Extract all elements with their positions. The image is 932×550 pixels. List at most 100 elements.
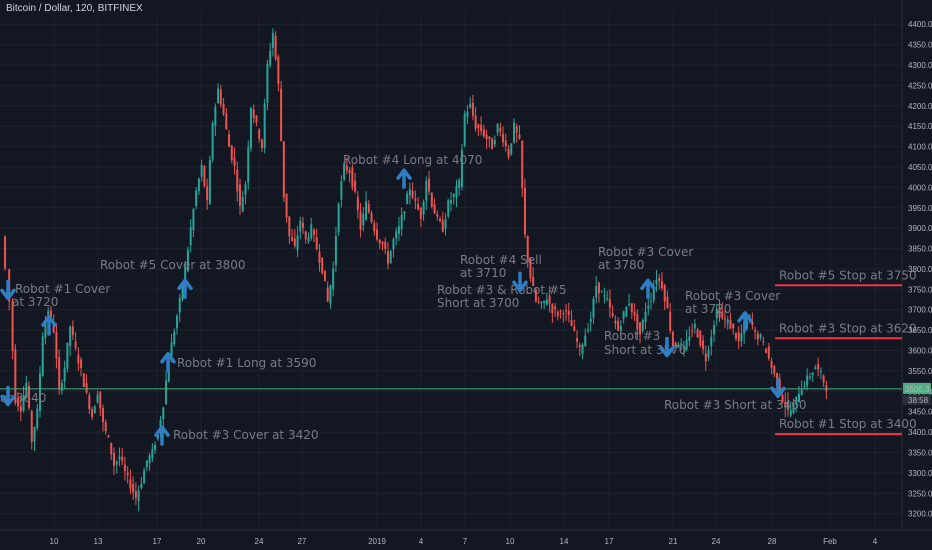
- annotation-text: Robot #3 Cover at 3420: [173, 428, 319, 442]
- candle-up: [186, 249, 189, 271]
- candle-down: [532, 277, 535, 287]
- candle-down: [49, 310, 52, 318]
- candle-up: [800, 389, 803, 396]
- candle-down: [99, 391, 102, 409]
- candle-up: [334, 235, 337, 266]
- candle-up: [41, 336, 44, 376]
- stop-label: Robot #1 Stop at 3400: [779, 417, 917, 431]
- candle-up: [365, 201, 368, 220]
- candle-up: [581, 344, 584, 355]
- arrow-down-icon: [512, 271, 528, 293]
- candle-down: [787, 401, 790, 410]
- candle-down: [58, 357, 61, 389]
- candle-down: [439, 218, 442, 222]
- candle-up: [543, 300, 546, 303]
- annotation-text: at 3720: [685, 302, 731, 316]
- candle-down: [636, 314, 639, 330]
- candle-up: [249, 107, 252, 149]
- candle-up: [595, 285, 598, 298]
- candle-down: [85, 382, 88, 393]
- candle-down: [384, 241, 387, 249]
- candle-down: [348, 169, 351, 174]
- candle-down: [206, 186, 209, 201]
- y-tick-label: 3950.0: [908, 204, 932, 213]
- y-tick-label: 3450.0: [908, 408, 932, 417]
- candle-down: [671, 332, 674, 348]
- candle-up: [247, 147, 250, 183]
- candle-up: [38, 373, 41, 411]
- candle-up: [606, 298, 609, 300]
- candle-down: [71, 326, 74, 336]
- candle-up: [408, 189, 411, 196]
- candle-up: [641, 319, 644, 331]
- x-tick-label: 4: [873, 537, 878, 546]
- candle-down: [556, 312, 559, 317]
- candle-down: [754, 329, 757, 332]
- candle-up: [340, 181, 343, 200]
- arrow-up-icon: [737, 311, 753, 332]
- candle-up: [140, 483, 143, 488]
- candle-up: [493, 140, 496, 145]
- annotation-text: Robot #5 Cover at 3800: [100, 258, 246, 272]
- candle-down: [781, 394, 784, 402]
- candle-up: [458, 179, 461, 188]
- candle-up: [25, 382, 28, 397]
- candle-down: [285, 193, 288, 218]
- candle-down: [258, 129, 261, 140]
- candle-down: [534, 290, 537, 302]
- candle-down: [222, 103, 225, 114]
- candle-down: [491, 138, 494, 150]
- candle-down: [691, 330, 694, 332]
- x-tick-label: Feb: [823, 537, 837, 546]
- candle-down: [485, 134, 488, 140]
- candle-up: [337, 203, 340, 233]
- candle-down: [17, 398, 20, 407]
- candle-up: [66, 342, 69, 369]
- x-tick-label: 20: [197, 537, 206, 546]
- annotation-text: Robot #1 Cover: [15, 282, 110, 296]
- candle-down: [230, 145, 233, 161]
- last-price-badge: [903, 382, 931, 394]
- x-tick-label: 17: [605, 537, 614, 546]
- candle-up: [463, 113, 466, 146]
- candle-down: [480, 124, 483, 132]
- candle-down: [367, 203, 370, 213]
- candle-up: [299, 220, 302, 232]
- candle-up: [688, 336, 691, 342]
- arrow-up-icon: [154, 425, 170, 446]
- annotation-text: at 3720: [12, 295, 58, 309]
- y-tick-label: 3800.0: [908, 265, 932, 274]
- candle-up: [389, 250, 392, 263]
- candle-up: [397, 226, 400, 234]
- y-tick-label: 4050.0: [908, 163, 932, 172]
- candle-down: [55, 332, 58, 359]
- x-tick-label: 4: [419, 537, 424, 546]
- candle-down: [132, 483, 135, 493]
- candle-up: [151, 449, 154, 459]
- candle-down: [419, 207, 422, 219]
- candle-up: [208, 159, 211, 205]
- candle-down: [112, 452, 115, 466]
- candle-down: [751, 321, 754, 326]
- candle-down: [255, 115, 258, 123]
- y-tick-label: 3700.0: [908, 306, 932, 315]
- candle-up: [96, 394, 99, 403]
- candle-down: [293, 238, 296, 247]
- candle-down: [88, 395, 91, 410]
- candle-down: [756, 333, 759, 340]
- candle-up: [47, 311, 50, 319]
- candle-down: [633, 311, 636, 316]
- candle-up: [806, 375, 809, 386]
- candle-down: [630, 303, 633, 313]
- candle-down: [102, 408, 105, 423]
- candle-up: [406, 193, 409, 204]
- candle-down: [30, 411, 33, 442]
- candle-down: [236, 169, 239, 192]
- candle-up: [513, 122, 516, 143]
- candle-down: [773, 365, 776, 374]
- x-tick-label: 21: [669, 537, 678, 546]
- candle-down: [518, 134, 521, 139]
- candle-down: [474, 115, 477, 129]
- candle-down: [669, 311, 672, 331]
